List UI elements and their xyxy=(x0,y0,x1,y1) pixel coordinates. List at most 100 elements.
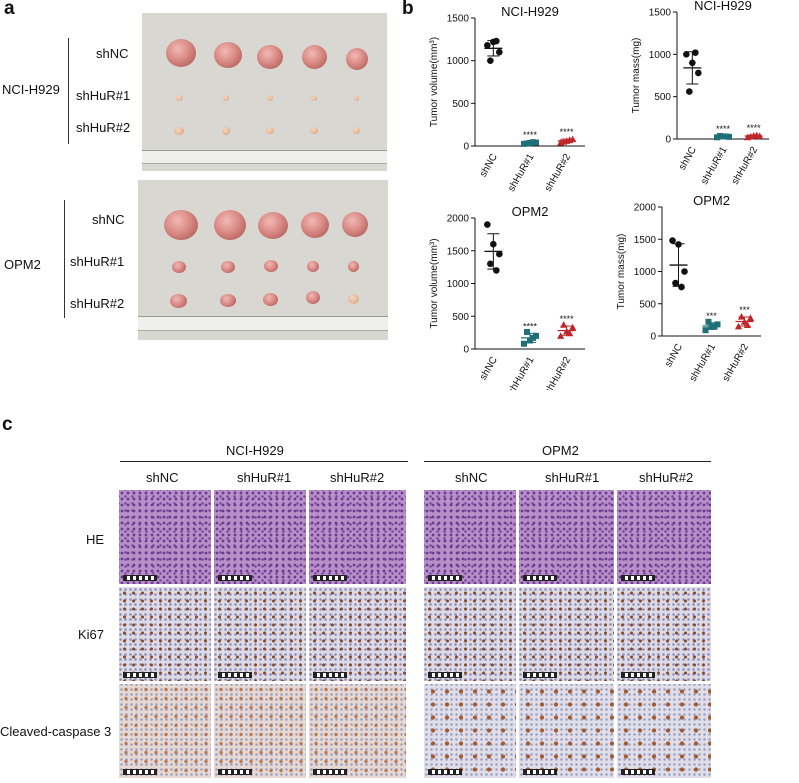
group-underline xyxy=(120,461,408,462)
data-point xyxy=(560,138,568,145)
y-tick-label: 500 xyxy=(452,312,469,323)
data-point xyxy=(493,37,500,45)
significance-label: **** xyxy=(560,314,575,324)
tumor xyxy=(353,127,360,134)
group-bracket xyxy=(64,200,65,318)
data-point xyxy=(484,42,491,49)
tumor xyxy=(221,261,235,273)
histology-image xyxy=(309,587,406,681)
column-label: shNC xyxy=(146,470,179,485)
x-tick-label: shNC xyxy=(677,145,699,172)
histology-image xyxy=(519,490,614,584)
x-tick-label: shNC xyxy=(478,355,500,382)
significance-label: **** xyxy=(560,127,575,137)
histology-image xyxy=(519,587,614,681)
group-label-opm2: OPM2 xyxy=(542,443,579,458)
tumor xyxy=(348,261,359,272)
data-point xyxy=(692,49,699,56)
tumor xyxy=(258,212,288,239)
data-point xyxy=(681,268,688,275)
tumor xyxy=(310,127,318,134)
histology-image xyxy=(214,684,306,778)
data-point xyxy=(530,139,536,146)
x-tick-label: shHuR#2 xyxy=(543,355,574,390)
histology-image xyxy=(214,587,306,681)
tumor xyxy=(222,127,230,135)
data-point xyxy=(521,340,527,347)
data-point xyxy=(717,133,723,140)
tumor xyxy=(311,96,317,101)
tumor xyxy=(176,95,183,101)
data-point xyxy=(484,221,491,228)
tumor xyxy=(170,294,187,308)
y-tick-label: 2000 xyxy=(634,203,657,214)
x-tick-label: shNC xyxy=(663,342,685,369)
data-point xyxy=(672,279,679,287)
histology-image xyxy=(119,490,211,584)
y-tick-label: 2000 xyxy=(447,214,470,225)
row-label: shNC xyxy=(92,212,125,227)
group-label-nci-h929: NCI-H929 xyxy=(2,82,60,97)
data-point xyxy=(695,69,702,77)
data-point xyxy=(669,237,676,244)
row-label: shHuR#1 xyxy=(70,254,125,269)
scatter-charts: NCI-H929 Tumor volume(mm³) 0 500 1000 1500 shN… xyxy=(429,0,769,390)
column-label: shHuR#1 xyxy=(545,470,600,485)
data-point xyxy=(569,323,577,331)
significance-label: **** xyxy=(523,130,538,140)
significance-label: **** xyxy=(747,123,762,133)
data-point xyxy=(557,332,565,339)
x-tick-label: shHuR#2 xyxy=(721,342,752,384)
panel-b-letter: b xyxy=(402,0,414,19)
data-point xyxy=(566,329,574,337)
chart-title: NCI-H929 xyxy=(501,4,559,19)
data-point xyxy=(723,133,729,140)
y-axis-label: Tumor volume(mm³) xyxy=(429,37,440,127)
data-point xyxy=(493,267,500,274)
tumor xyxy=(166,39,196,67)
row-label: shHuR#1 xyxy=(76,88,131,103)
x-tick-label: shHuR#2 xyxy=(730,145,761,187)
data-point xyxy=(705,318,712,325)
significance-label: *** xyxy=(706,311,717,321)
x-tick-label: shHuR#1 xyxy=(699,145,730,187)
data-point xyxy=(743,321,752,329)
x-tick-label: shHuR#1 xyxy=(688,342,719,384)
stain-label-ki67: Ki67 xyxy=(78,627,105,642)
histology-image xyxy=(424,490,516,584)
y-tick-label: 500 xyxy=(639,299,656,310)
tumor xyxy=(214,42,242,68)
tumor xyxy=(223,95,229,101)
column-label: shHuR#2 xyxy=(639,470,694,485)
data-point xyxy=(524,140,530,147)
x-tick-label: shHuR#2 xyxy=(543,152,574,194)
histology-image xyxy=(214,490,306,584)
stain-label-he: HE xyxy=(86,532,105,547)
data-point xyxy=(487,260,494,268)
row-label: shNC xyxy=(96,46,129,61)
y-tick-label: 0 xyxy=(463,345,469,356)
chart-title: NCI-H929 xyxy=(694,0,752,13)
y-tick-label: 1000 xyxy=(649,50,672,61)
chart-title: OPM2 xyxy=(693,193,730,208)
data-point xyxy=(686,88,693,95)
y-tick-label: 500 xyxy=(452,99,469,110)
y-tick-label: 1500 xyxy=(447,14,470,25)
tumor xyxy=(307,261,319,272)
y-tick-label: 1500 xyxy=(649,8,672,19)
row-label: shHuR#2 xyxy=(76,120,131,135)
y-tick-label: 0 xyxy=(665,135,671,146)
y-tick-label: 1000 xyxy=(447,279,470,290)
data-point xyxy=(683,51,690,58)
data-point xyxy=(675,241,682,248)
data-point xyxy=(678,283,685,291)
x-tick-label: shHuR#1 xyxy=(506,355,537,390)
panel-a-letter: a xyxy=(4,0,15,19)
y-tick-label: 1000 xyxy=(634,267,657,278)
y-axis-label: Tumor mass(mg) xyxy=(631,38,642,114)
column-label: shHuR#2 xyxy=(330,470,385,485)
data-point xyxy=(496,48,503,56)
tumor xyxy=(348,294,359,304)
column-label: shHuR#1 xyxy=(237,470,292,485)
histology-image xyxy=(119,684,211,778)
